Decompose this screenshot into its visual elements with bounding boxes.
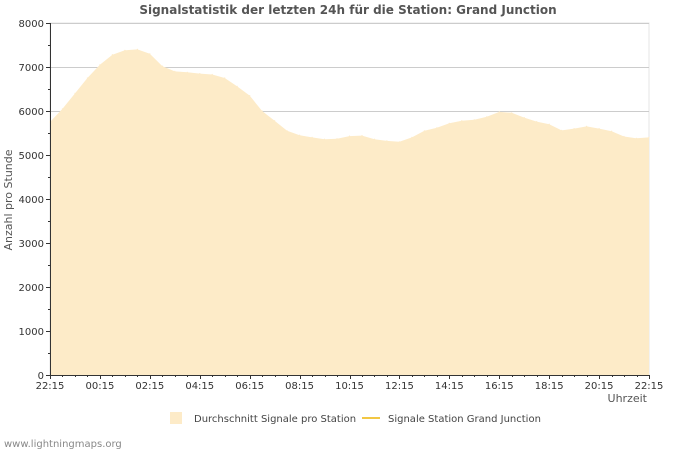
area-data-point xyxy=(448,122,450,124)
legend-swatch-area xyxy=(170,412,182,424)
area-data-point xyxy=(286,130,288,132)
y-tick-label: 1000 xyxy=(19,327,44,338)
area-data-point xyxy=(423,130,425,132)
x-tick-label: 16:15 xyxy=(485,381,514,392)
x-tick-label: 00:15 xyxy=(86,381,115,392)
area-data-point xyxy=(548,123,550,125)
area-data-point xyxy=(299,134,301,136)
area-data-point xyxy=(611,130,613,132)
area-series xyxy=(49,48,650,376)
area-data-point xyxy=(523,117,525,119)
y-tick-label: 2000 xyxy=(19,283,44,294)
area-data-point xyxy=(274,120,276,122)
y-tick-label: 5000 xyxy=(19,151,44,162)
area-data-point xyxy=(411,136,413,138)
area-data-point xyxy=(461,120,463,122)
area-data-point xyxy=(224,77,226,79)
legend-label-station: Signale Station Grand Junction xyxy=(388,414,541,425)
area-data-point xyxy=(323,138,326,140)
area-data-point xyxy=(348,135,351,137)
axes: 0 1000 2000 3000 4000 5000 6000 7000 8000 22:15 00… xyxy=(19,19,664,392)
area-data-point xyxy=(623,135,625,138)
area-data-point xyxy=(174,70,176,72)
area-data-point xyxy=(86,77,88,79)
area-data-point xyxy=(386,140,388,142)
legend-label-average: Durchschnitt Signale pro Station xyxy=(194,414,356,425)
legend: Durchschnitt Signale pro Station Signale… xyxy=(170,412,541,425)
area-data-point xyxy=(186,71,188,73)
x-tick-label: 06:15 xyxy=(235,381,264,392)
x-tick-label: 04:15 xyxy=(185,381,214,392)
area-data-point xyxy=(199,73,201,75)
area-data-point xyxy=(648,136,650,138)
x-tick-label: 08:15 xyxy=(285,381,314,392)
area-data-point xyxy=(398,141,400,143)
x-axis-label: Uhrzeit xyxy=(608,392,648,405)
area-data-point xyxy=(511,112,513,114)
watermark: www.lightningmaps.org xyxy=(4,439,122,450)
area-data-point xyxy=(361,135,363,137)
y-tick-label: 3000 xyxy=(19,239,44,250)
area-data-point xyxy=(236,85,238,87)
area-data-point xyxy=(161,65,163,67)
y-axis-label: Anzahl pro Stunde xyxy=(2,149,15,250)
area-data-point xyxy=(561,129,563,131)
y-tick-label: 4000 xyxy=(19,195,44,206)
y-tick-label: 0 xyxy=(38,371,44,382)
area-data-point xyxy=(486,116,488,118)
area-data-point xyxy=(473,119,475,121)
x-tick-label: 12:15 xyxy=(385,381,414,392)
area-data-point xyxy=(536,121,538,123)
x-tick-label: 10:15 xyxy=(335,381,364,392)
area-data-point xyxy=(74,92,76,94)
y-tick-label: 6000 xyxy=(19,107,44,118)
y-tick-label: 8000 xyxy=(19,19,44,30)
area-data-point xyxy=(111,54,113,56)
x-tick-label: 02:15 xyxy=(135,381,164,392)
area-data-point xyxy=(498,111,500,113)
area-data-point xyxy=(211,73,213,76)
area-series-average xyxy=(50,49,649,376)
x-tick-label: 18:15 xyxy=(535,381,564,392)
area-data-point xyxy=(99,64,101,66)
area-data-point xyxy=(136,48,138,51)
x-tick-label: 20:15 xyxy=(585,381,614,392)
area-data-point xyxy=(261,110,263,112)
x-tick-label: 14:15 xyxy=(435,381,464,392)
area-data-point xyxy=(61,108,64,110)
y-tick-label: 7000 xyxy=(19,63,44,74)
area-data-point xyxy=(586,125,588,127)
area-data-point xyxy=(311,136,313,138)
area-data-point xyxy=(573,128,575,130)
area-data-point xyxy=(598,128,600,130)
area-data-point xyxy=(149,53,151,55)
area-data-point xyxy=(249,95,251,97)
area-data-point xyxy=(373,138,376,140)
area-data-point xyxy=(336,138,338,140)
x-tick-label: 22:15 xyxy=(635,381,664,392)
area-data-point xyxy=(635,137,638,139)
x-tick-label: 22:15 xyxy=(36,381,65,392)
area-data-point xyxy=(436,127,438,129)
area-data-point xyxy=(124,49,126,51)
chart-title: Signalstatistik der letzten 24h für die … xyxy=(139,3,556,17)
